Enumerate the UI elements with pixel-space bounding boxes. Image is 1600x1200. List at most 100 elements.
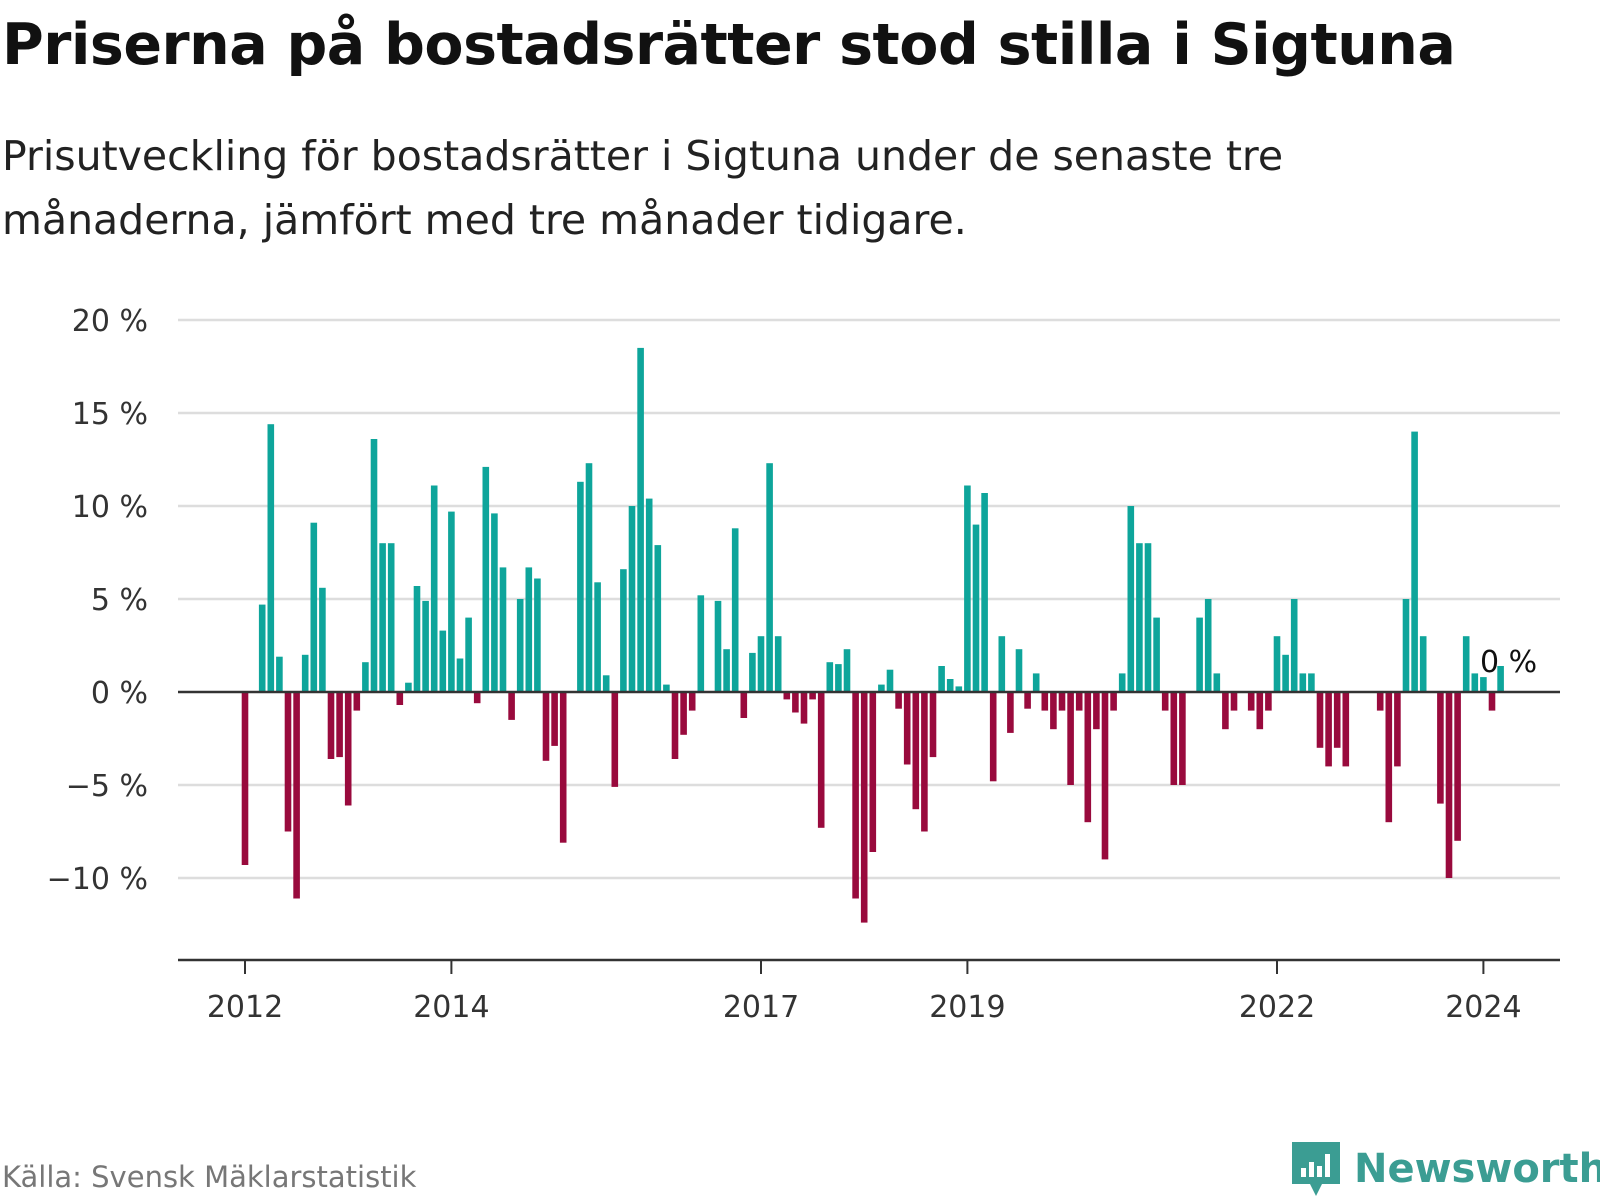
bar — [800, 692, 808, 724]
bar — [938, 666, 945, 692]
bar — [1136, 543, 1143, 692]
bar — [929, 692, 937, 758]
bar — [886, 669, 894, 692]
brand-name: Newsworthy — [1354, 1146, 1600, 1192]
bar — [1394, 692, 1401, 767]
bar — [1462, 636, 1470, 692]
bar — [869, 692, 877, 852]
bar — [1265, 692, 1272, 711]
bar — [774, 636, 782, 692]
bar — [594, 582, 601, 692]
bar — [585, 463, 593, 692]
bar — [1480, 677, 1487, 692]
bar — [491, 513, 498, 692]
bar — [1144, 543, 1152, 692]
bar — [473, 692, 481, 704]
bar — [1179, 692, 1186, 785]
bar — [499, 567, 507, 692]
y-tick-label: −10 % — [47, 862, 148, 897]
bar — [1170, 692, 1178, 785]
bar — [921, 692, 928, 832]
bar — [1153, 617, 1160, 692]
bar — [1015, 649, 1023, 692]
bar — [1471, 673, 1479, 692]
bar — [1101, 692, 1109, 860]
bar — [336, 692, 343, 758]
bar — [559, 692, 567, 843]
bar — [912, 692, 920, 810]
bar — [1325, 692, 1332, 767]
x-tick-label: 2017 — [723, 990, 799, 1025]
bar — [1110, 692, 1117, 711]
bar — [602, 675, 610, 692]
bar — [327, 692, 335, 759]
bar — [740, 692, 748, 718]
bar — [1308, 673, 1315, 692]
bar — [525, 567, 533, 692]
bar — [293, 692, 300, 899]
bar — [998, 636, 1006, 692]
bar — [1282, 654, 1289, 692]
chart-title: Priserna på bostadsrätter stod stilla i … — [2, 12, 1456, 78]
bar — [843, 649, 851, 692]
newsworthy-icon — [1292, 1142, 1340, 1196]
bar — [1437, 692, 1444, 804]
y-tick-label: 20 % — [72, 304, 148, 339]
bar — [1419, 636, 1427, 692]
bars — [241, 347, 1504, 923]
x-tick-label: 2024 — [1445, 990, 1521, 1025]
bar — [1342, 692, 1350, 767]
bar — [1454, 692, 1461, 841]
bar — [611, 692, 619, 787]
bar — [1007, 692, 1014, 733]
bar — [1316, 692, 1324, 748]
bar — [362, 662, 369, 692]
bar — [757, 636, 765, 692]
bar — [766, 463, 773, 692]
bar — [663, 684, 670, 692]
bar — [645, 498, 653, 692]
bar — [1488, 692, 1496, 711]
bar — [680, 692, 687, 735]
bar — [620, 569, 627, 692]
bar — [276, 656, 283, 692]
y-tick-label: 0 % — [91, 676, 148, 711]
bar — [1127, 506, 1135, 692]
bar — [955, 686, 963, 692]
bar — [577, 481, 584, 692]
bar — [749, 652, 756, 692]
bar — [964, 485, 971, 692]
bar — [508, 692, 515, 720]
bar — [430, 485, 438, 692]
bar — [1333, 692, 1341, 748]
grid-lines — [178, 318, 1560, 880]
bar — [903, 692, 911, 765]
bar — [413, 586, 421, 692]
bar — [783, 692, 791, 700]
bar — [688, 692, 696, 711]
bar — [895, 692, 902, 709]
last-value-label: 0 % — [1480, 645, 1537, 680]
bar — [1411, 431, 1418, 692]
bar — [860, 692, 868, 923]
bar — [551, 692, 558, 746]
bar — [792, 692, 799, 713]
bar — [671, 692, 679, 759]
bar — [1084, 692, 1092, 823]
chart-subtitle: Prisutveckling för bostadsrätter i Sigtu… — [2, 132, 1284, 244]
bar — [637, 347, 644, 692]
bar — [387, 543, 395, 692]
bar — [981, 493, 988, 692]
bar — [989, 692, 997, 782]
x-tick-label: 2019 — [929, 990, 1005, 1025]
bar — [1093, 692, 1100, 730]
bar — [310, 522, 318, 692]
bar — [1050, 692, 1057, 730]
y-tick-label: 15 % — [72, 397, 148, 432]
bar — [1290, 599, 1298, 692]
bar — [1385, 692, 1393, 823]
bar — [1445, 692, 1453, 878]
y-tick-label: 10 % — [72, 490, 148, 525]
bar — [1247, 692, 1255, 711]
bar — [852, 692, 859, 899]
